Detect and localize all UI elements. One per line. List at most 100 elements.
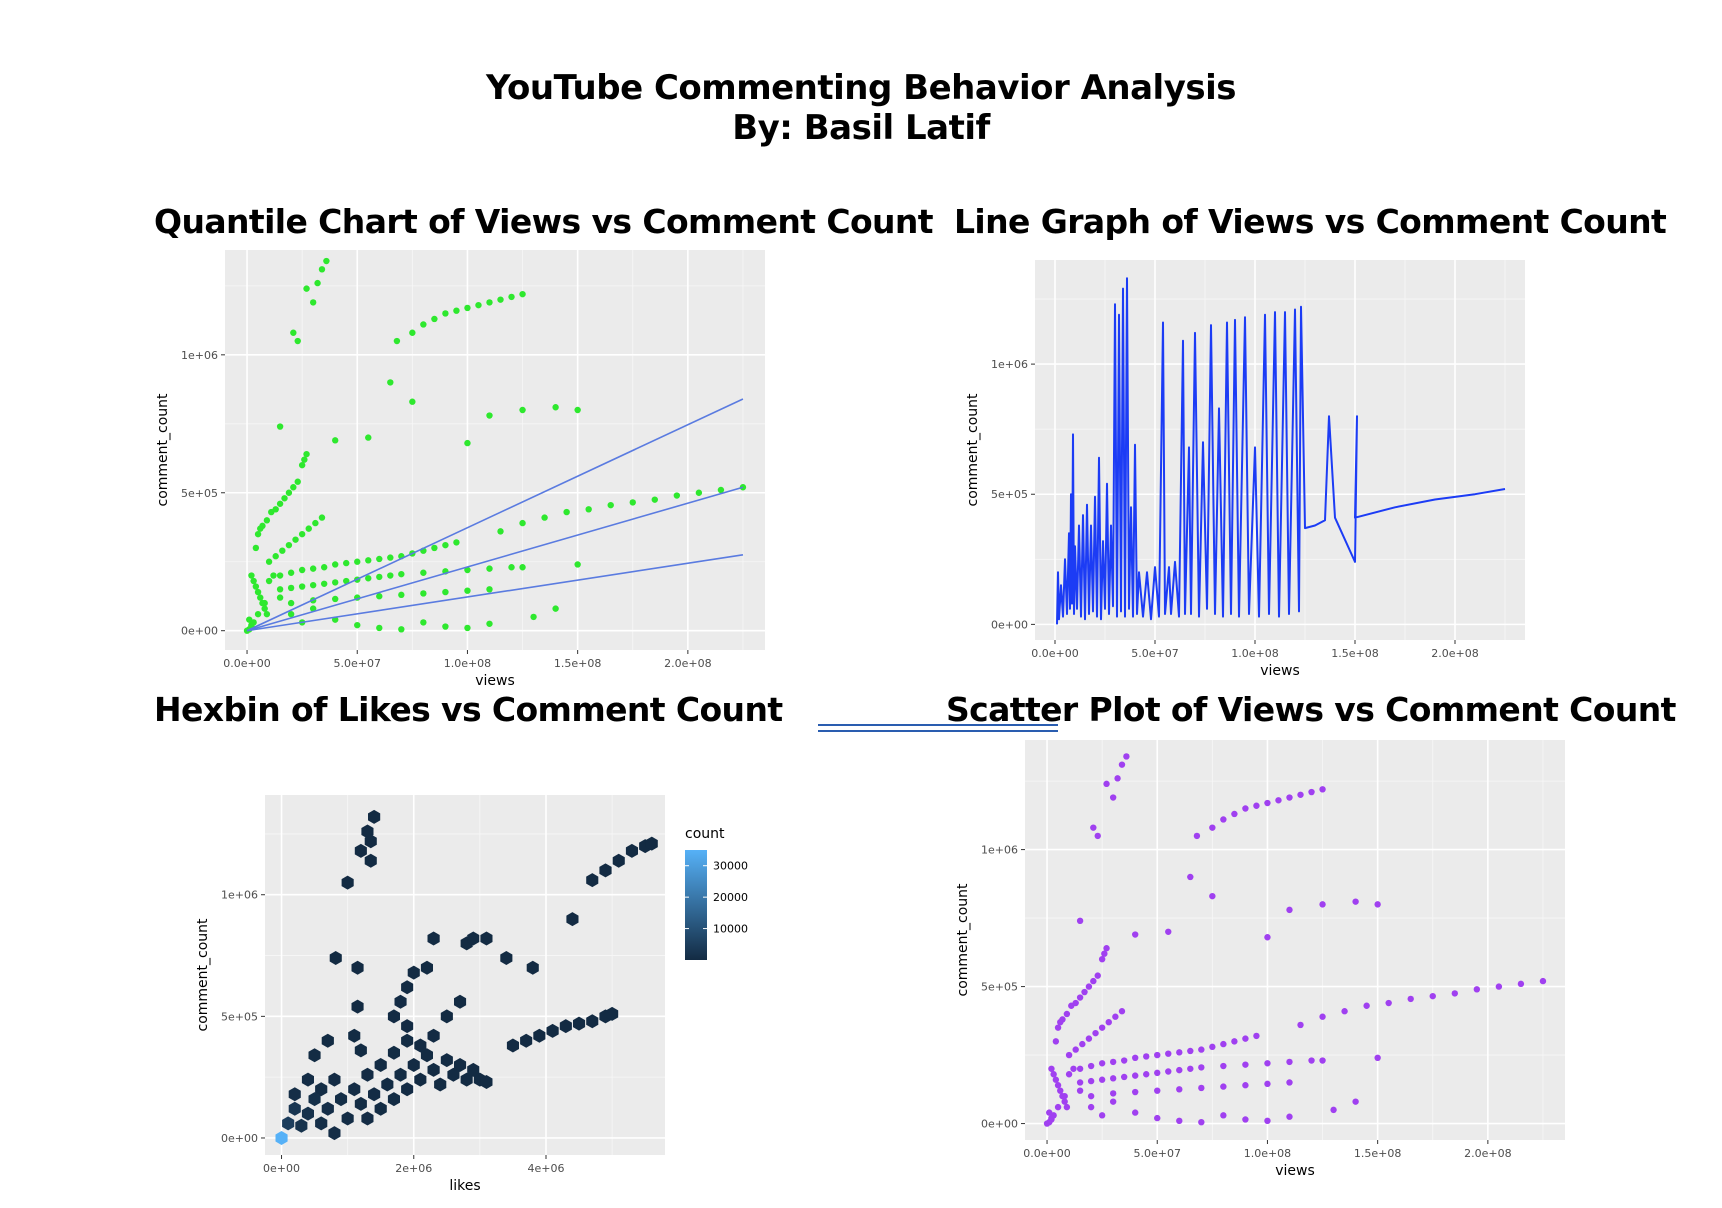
data-point (574, 406, 581, 414)
quantile-line (246, 398, 744, 632)
y-tick-label: 1e+06 (181, 349, 218, 362)
data-point (1286, 906, 1293, 914)
hexbin-cell (599, 863, 612, 878)
data-point (303, 285, 310, 292)
data-point (1061, 1098, 1068, 1105)
y-tick-label: 5e+05 (981, 981, 1018, 994)
hexbin-cell (301, 1072, 314, 1087)
hexbin-cell (364, 853, 377, 868)
data-point (250, 577, 257, 585)
x-axis-label: views (1275, 1163, 1315, 1179)
data-point (486, 620, 493, 627)
data-point (1341, 1008, 1348, 1015)
data-point (1076, 994, 1084, 1001)
data-point (1098, 955, 1106, 963)
data-point (574, 561, 581, 568)
data-point (1070, 1065, 1077, 1072)
data-point (272, 506, 279, 513)
data-point (1198, 1084, 1205, 1092)
data-point (1048, 1065, 1055, 1072)
quantile-chart-title: Quantile Chart of Views vs Comment Count (154, 202, 934, 241)
data-point (486, 565, 493, 572)
data-point (1176, 1086, 1183, 1093)
hexbin-cell (526, 960, 539, 975)
hexbin-cell (374, 1101, 387, 1116)
data-point (1374, 1054, 1381, 1062)
data-point (1308, 1057, 1315, 1064)
data-point (442, 541, 449, 549)
data-point (1098, 1112, 1106, 1119)
data-point (290, 329, 297, 336)
data-point (259, 599, 266, 607)
y-tick-label: 0e+00 (991, 618, 1028, 631)
data-point (354, 558, 361, 565)
data-point (393, 337, 401, 345)
plot-panel (1025, 740, 1565, 1140)
data-point (453, 539, 460, 546)
hexbin-cell (500, 951, 513, 965)
hexbin-cell (308, 1048, 321, 1063)
data-point (508, 293, 515, 301)
data-point (323, 257, 330, 265)
data-point (276, 586, 284, 593)
data-point (420, 569, 427, 576)
data-point (1154, 1087, 1161, 1094)
data-point (298, 461, 306, 469)
data-point (309, 299, 317, 306)
hexbin-cell (275, 1131, 288, 1145)
hexbin-cell (368, 809, 381, 824)
hexbin-cell (394, 1067, 407, 1082)
data-point (1187, 1065, 1194, 1072)
x-tick-label: 1.5e+08 (1331, 647, 1378, 660)
y-tick-label: 1e+06 (981, 844, 1018, 857)
y-tick-label: 1e+06 (221, 889, 258, 902)
data-point (1105, 1018, 1112, 1026)
data-point (1286, 1058, 1293, 1066)
hexbin-cell (447, 1067, 460, 1082)
data-point (1120, 1057, 1128, 1064)
hexbin-cell (625, 843, 638, 858)
data-point (585, 506, 592, 513)
data-point (442, 588, 449, 596)
data-point (1076, 1087, 1084, 1094)
data-point (486, 412, 493, 419)
data-point (1132, 1109, 1139, 1116)
data-point (497, 528, 504, 535)
data-point (1231, 1038, 1238, 1045)
data-point (298, 566, 306, 574)
hexbin-cell (467, 1062, 480, 1077)
legend-title: count (685, 826, 725, 842)
data-point (1275, 797, 1282, 804)
data-point (287, 569, 295, 576)
hexbin-cell (420, 960, 433, 975)
data-point (1242, 1116, 1249, 1123)
data-point (695, 489, 703, 496)
data-point (1076, 1065, 1084, 1072)
data-point (673, 492, 681, 499)
data-point (1079, 1040, 1086, 1048)
data-point (312, 519, 319, 527)
data-point (1085, 1035, 1093, 1042)
x-tick-label: 4e+06 (527, 1162, 564, 1175)
x-tick-label: 5.0e+07 (334, 657, 381, 670)
hexbin-cell (361, 1111, 374, 1126)
hexbin-cell (414, 1072, 427, 1087)
hexbin-cell (315, 1116, 328, 1131)
data-point (1109, 1098, 1117, 1105)
decorative-line (818, 724, 1058, 726)
data-point (1054, 1082, 1062, 1089)
data-point (265, 558, 273, 565)
hexbin-cell (301, 1106, 314, 1121)
data-point (1118, 1008, 1126, 1015)
data-point (320, 564, 328, 571)
hexbin-cell (440, 1053, 453, 1068)
data-point (552, 605, 559, 612)
data-point (1176, 1049, 1183, 1056)
hexbin-cell (559, 1019, 572, 1034)
data-point (1352, 898, 1359, 905)
hexbin-chart-title: Hexbin of Likes vs Comment Count (154, 690, 783, 729)
series-line (1056, 277, 1506, 625)
data-point (294, 337, 301, 345)
hexbin-cell (427, 1062, 440, 1077)
hexbin-cell (354, 1043, 367, 1058)
